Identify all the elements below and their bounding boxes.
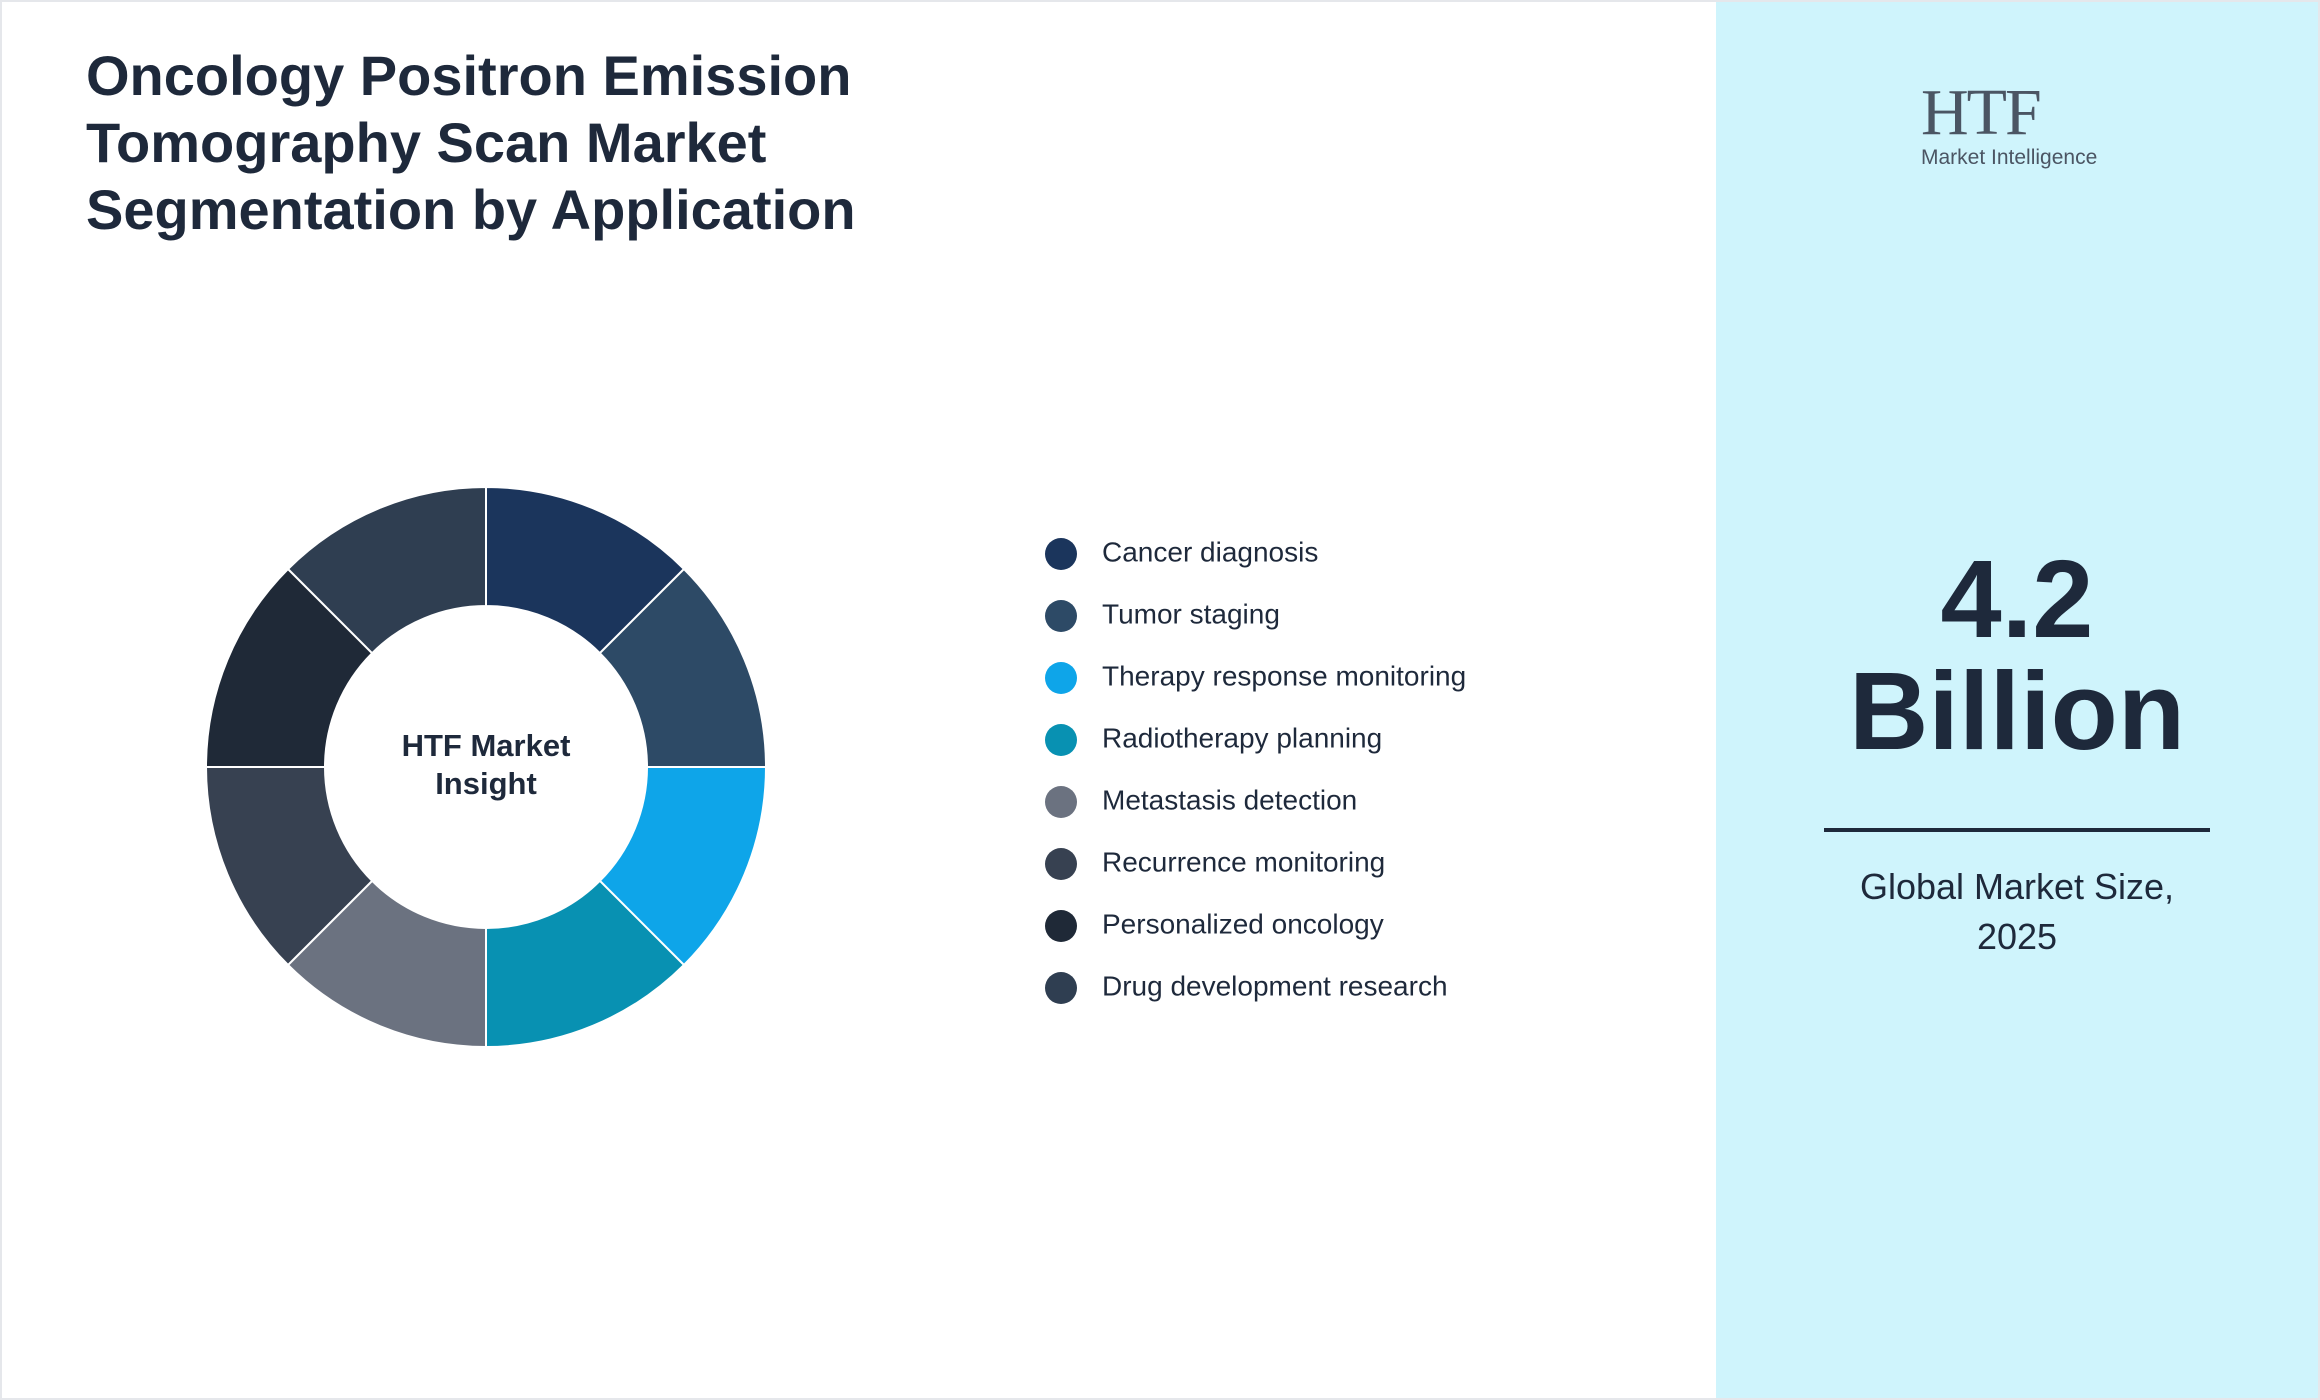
summary-panel: HTF Market Intelligence 4.2 Billion Glob… <box>1716 2 2318 1398</box>
legend-swatch <box>1045 600 1077 632</box>
market-value: 4.2 <box>1940 538 2094 661</box>
legend-swatch <box>1045 538 1077 570</box>
legend-label: Tumor staging <box>1102 598 1280 629</box>
legend-label: Radiotherapy planning <box>1102 722 1382 753</box>
legend-label: Therapy response monitoring <box>1102 660 1466 691</box>
logo: HTF Market Intelligence <box>1921 80 2121 170</box>
market-unit: Billion <box>1848 650 2186 773</box>
donut-slice <box>286 485 487 655</box>
legend-swatch <box>1045 724 1077 756</box>
chart-title: Oncology Positron Emission Tomography Sc… <box>86 44 856 241</box>
legend-swatch <box>1045 662 1077 694</box>
legend-swatch <box>1045 786 1077 818</box>
market-caption: Global Market Size, 2025 <box>1859 866 2175 957</box>
divider <box>1824 828 2210 832</box>
chart: Cancer diagnosis Tumor staging Therapy res… <box>204 485 1466 1049</box>
legend-label: Cancer diagnosis <box>1102 536 1318 567</box>
legend-label: Personalized oncology <box>1102 908 1384 939</box>
legend-swatch <box>1045 910 1077 942</box>
logo-tagline: Market Intelligence <box>1921 146 2098 169</box>
legend-label: Drug development research <box>1102 970 1448 1001</box>
legend-swatch <box>1045 972 1077 1004</box>
legend-label: Recurrence monitoring <box>1102 846 1385 877</box>
center-label: HTF Market Insight <box>401 728 571 801</box>
logo-mark: HTF <box>1921 76 2042 149</box>
legend-label: Metastasis detection <box>1102 784 1357 815</box>
legend-swatch <box>1045 848 1077 880</box>
